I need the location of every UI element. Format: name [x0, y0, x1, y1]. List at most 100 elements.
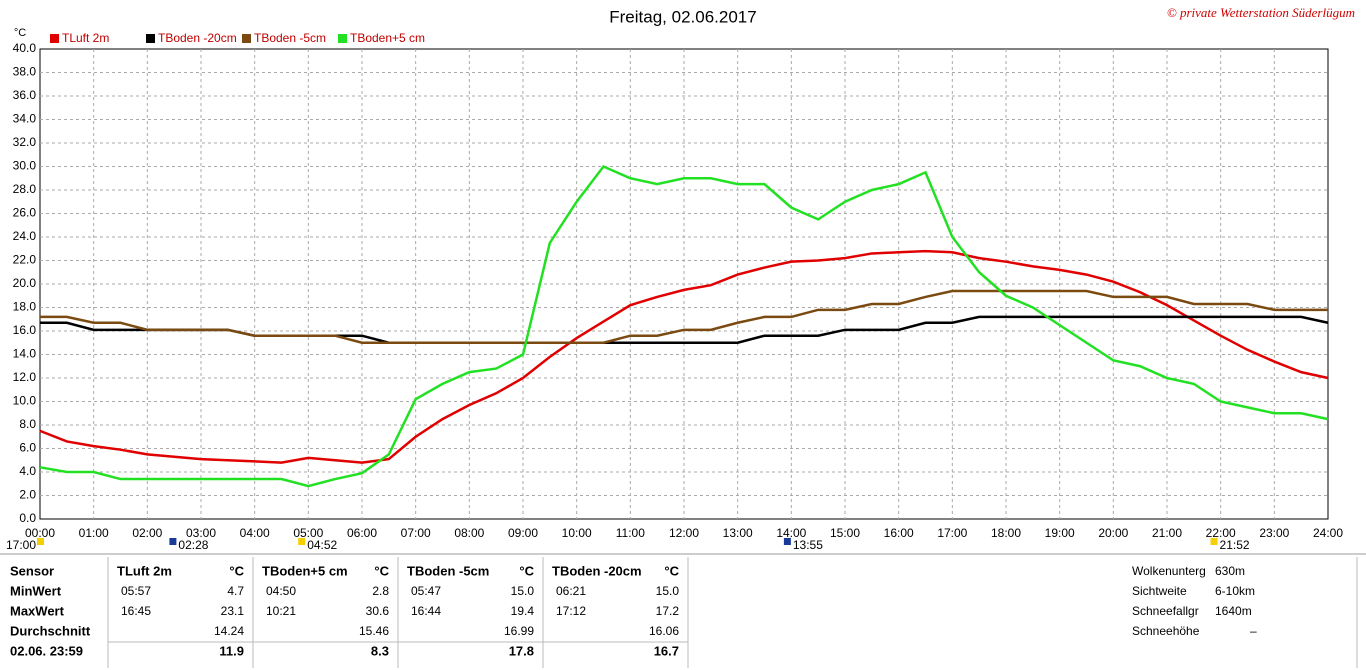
x-tick-label: 07:00 [401, 526, 431, 540]
current-value: 16.7 [654, 643, 679, 658]
row-label: MinWert [10, 583, 62, 598]
y-tick-label: 8.0 [19, 417, 36, 431]
x-tick-label: 16:00 [884, 526, 914, 540]
legend-swatch [242, 34, 251, 43]
row-label: MaxWert [10, 603, 65, 618]
x-tick-label: 08:00 [454, 526, 484, 540]
x-tick-label: 03:00 [186, 526, 216, 540]
y-tick-label: 0.0 [19, 511, 36, 525]
x-tick-label: 18:00 [991, 526, 1021, 540]
column-unit: °C [519, 563, 534, 578]
info-label: Schneehöhe [1132, 624, 1200, 638]
x-tick-label: 15:00 [830, 526, 860, 540]
min-time: 06:21 [556, 584, 586, 598]
min-value: 2.8 [372, 584, 389, 598]
y-tick-label: 36.0 [13, 88, 37, 102]
min-value: 4.7 [227, 584, 244, 598]
x-tick-label: 06:00 [347, 526, 377, 540]
max-value: 19.4 [511, 604, 535, 618]
info-label: Schneefallgr [1132, 604, 1199, 618]
y-tick-label: 16.0 [13, 323, 37, 337]
max-time: 17:12 [556, 604, 586, 618]
y-tick-label: 28.0 [13, 182, 37, 196]
x-tick-label: 11:00 [616, 526, 645, 540]
max-value: 30.6 [366, 604, 390, 618]
legend-swatch [338, 34, 347, 43]
x-tick-label: 12:00 [669, 526, 699, 540]
y-tick-label: 4.0 [19, 464, 36, 478]
y-tick-label: 38.0 [13, 65, 37, 79]
sun-marker [783, 538, 791, 545]
avg-value: 16.99 [504, 624, 534, 638]
series-line [39, 164, 1329, 488]
sun-marker-label: 04:52 [307, 538, 337, 552]
row-label: Durchschnitt [10, 623, 91, 638]
info-value: 6-10km [1215, 584, 1255, 598]
legend-label: TBoden+5 cm [350, 31, 425, 45]
x-tick-label: 04:00 [240, 526, 270, 540]
chart-title: Freitag, 02.06.2017 [609, 7, 756, 26]
y-tick-label: 18.0 [13, 300, 37, 314]
legend-label: TLuft 2m [62, 31, 109, 45]
max-time: 10:21 [266, 604, 296, 618]
sun-marker-label: 02:28 [178, 538, 208, 552]
x-tick-label: 05:00 [293, 526, 323, 540]
column-header: TBoden -5cm [407, 563, 489, 578]
y-tick-label: 24.0 [13, 229, 37, 243]
max-value: 23.1 [221, 604, 245, 618]
column-unit: °C [664, 563, 679, 578]
series-line [40, 289, 1328, 344]
copyright: © private Wetterstation Süderlügum [1167, 5, 1355, 20]
x-tick-label: 22:00 [1206, 526, 1236, 540]
legend-label: TBoden -20cm [158, 31, 237, 45]
x-tick-label: 17:00 [937, 526, 967, 540]
x-tick-label: 10:00 [562, 526, 592, 540]
sun-marker [1210, 538, 1218, 545]
column-header: TBoden -20cm [552, 563, 642, 578]
avg-value: 14.24 [214, 624, 244, 638]
y-tick-label: 40.0 [13, 41, 37, 55]
min-time: 04:50 [266, 584, 296, 598]
x-tick-label: 13:00 [723, 526, 753, 540]
max-time: 16:44 [411, 604, 441, 618]
info-label: Wolkenunterg [1132, 564, 1206, 578]
y-unit: °C [14, 27, 26, 39]
avg-value: 16.06 [649, 624, 679, 638]
y-tick-label: 22.0 [13, 253, 37, 267]
series-line [39, 249, 1329, 464]
x-tick-label: 01:00 [79, 526, 109, 540]
current-value: 17.8 [509, 643, 534, 658]
x-tick-label: 23:00 [1259, 526, 1289, 540]
max-time: 16:45 [121, 604, 151, 618]
column-header: TLuft 2m [117, 563, 172, 578]
x-tick-label: 20:00 [1098, 526, 1128, 540]
x-tick-label: 14:00 [776, 526, 806, 540]
current-value: 8.3 [371, 643, 389, 658]
legend-label: TBoden -5cm [254, 31, 326, 45]
info-value: – [1250, 624, 1257, 638]
sun-marker-label: 17:00 [6, 538, 36, 552]
y-tick-label: 32.0 [13, 135, 37, 149]
row-label: 02.06. 23:59 [10, 643, 83, 658]
info-label: Sichtweite [1132, 584, 1187, 598]
y-tick-label: 26.0 [13, 206, 37, 220]
y-tick-label: 12.0 [13, 370, 37, 384]
column-unit: °C [229, 563, 244, 578]
table-header: Sensor [10, 563, 54, 578]
y-tick-label: 34.0 [13, 112, 37, 126]
x-tick-label: 09:00 [508, 526, 538, 540]
avg-value: 15.46 [359, 624, 389, 638]
y-tick-label: 6.0 [19, 441, 36, 455]
x-tick-label: 21:00 [1152, 526, 1182, 540]
min-time: 05:57 [121, 584, 151, 598]
sun-marker [37, 538, 44, 545]
info-value: 630m [1215, 564, 1245, 578]
x-tick-label: 02:00 [132, 526, 162, 540]
sun-marker [169, 538, 177, 545]
sun-marker-label: 21:52 [1220, 538, 1250, 552]
min-time: 05:47 [411, 584, 441, 598]
y-tick-label: 20.0 [13, 276, 37, 290]
info-value: 1640m [1215, 604, 1252, 618]
legend-swatch [146, 34, 155, 43]
